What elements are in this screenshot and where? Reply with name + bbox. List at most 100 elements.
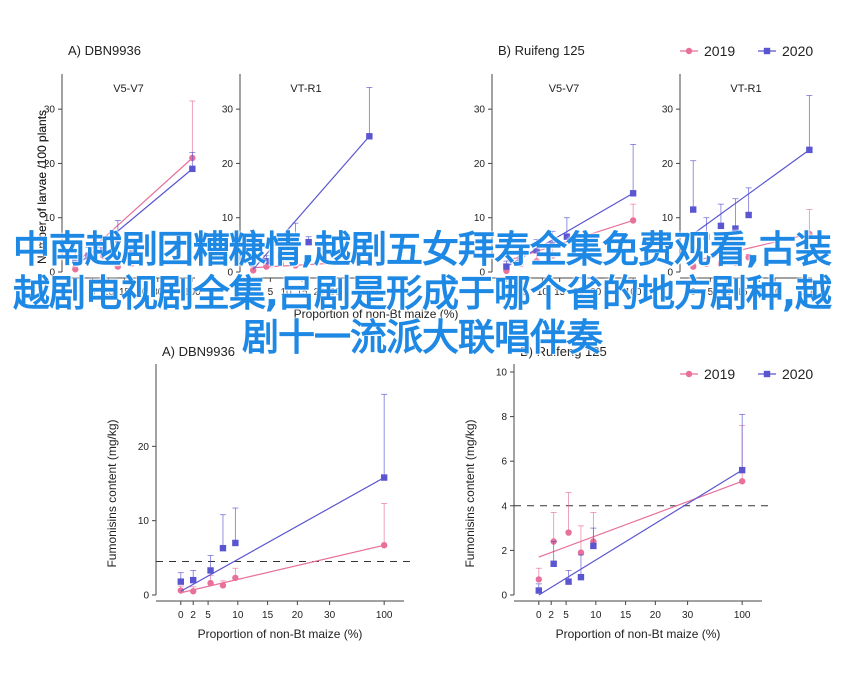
x-tick-label: 15 (262, 610, 274, 621)
data-point-2019 (806, 230, 813, 238)
data-point-2020 (366, 133, 373, 140)
x-tick-label: 0 (536, 610, 542, 621)
x-tick-label: 20 (754, 287, 766, 298)
data-point-2019 (690, 263, 697, 270)
data-point-2019 (577, 549, 585, 556)
panel-heading: A) DBN9936 (68, 43, 141, 58)
panel-subtitle: VT-R1 (730, 83, 761, 95)
data-point-2020 (806, 146, 813, 154)
x-tick-label: 100 (376, 610, 393, 621)
data-point-2020 (85, 252, 92, 259)
x-tick-label: 20 (573, 287, 585, 298)
legend-marker-2020 (763, 47, 771, 55)
y-axis-label: Number of larvae /100 plants (35, 110, 49, 264)
data-point-2019 (263, 263, 270, 270)
data-point-2020 (732, 225, 739, 232)
y-tick-label: 20 (138, 442, 150, 453)
data-point-2020 (745, 211, 752, 219)
data-point-2019 (114, 263, 122, 270)
x-tick-label: 100 (801, 287, 818, 298)
y-tick-label: 10 (222, 213, 234, 224)
y-tick-label: 0 (143, 591, 149, 602)
x-tick-label: 0 (73, 287, 79, 298)
y-tick-label: 20 (222, 159, 234, 170)
x-tick-label: 5 (708, 287, 714, 298)
data-point-2019 (517, 260, 524, 268)
data-point-2019 (100, 252, 107, 259)
fit-line-2020 (506, 192, 634, 268)
data-point-2019 (703, 260, 710, 268)
y-axis-label: Fumonisins content (mg/kg) (463, 419, 477, 567)
data-point-2019 (738, 478, 746, 485)
data-point-2020 (503, 263, 510, 270)
data-point-2019 (207, 579, 214, 587)
data-point-2019 (277, 260, 285, 268)
y-axis-label: Number of larvae /100 plants (35, 110, 49, 264)
data-point-2020 (127, 247, 135, 254)
fit-line-2020 (538, 469, 743, 596)
data-point-2019 (366, 257, 373, 265)
data-point-2020 (690, 206, 697, 213)
x-tick-label: 20 (314, 287, 326, 298)
x-tick-label: 30 (152, 287, 164, 298)
data-point-2020 (549, 241, 556, 249)
data-point-2019 (533, 257, 540, 265)
data-point-2019 (745, 254, 752, 261)
y-tick-label: 6 (501, 457, 507, 468)
y-tick-label: 4 (501, 501, 507, 512)
x-tick-label: 15 (736, 287, 748, 298)
x-tick-label: 30 (769, 287, 781, 298)
x-axis-label: Proportion of non-Bt maize (%) (556, 627, 721, 641)
fit-line-2019 (253, 260, 370, 269)
data-point-2020 (100, 247, 107, 254)
x-tick-label: 15 (296, 287, 308, 298)
data-point-2019 (127, 260, 135, 268)
x-tick-label: 30 (682, 610, 694, 621)
y-tick-label: 10 (44, 213, 56, 224)
data-point-2019 (549, 252, 556, 259)
data-point-2020 (563, 233, 571, 240)
x-axis-label: Proportion of non-Bt maize (%) (294, 307, 459, 321)
x-tick-label: 10 (103, 287, 115, 298)
x-tick-label: 100 (184, 287, 201, 298)
legend-label-2020: 2020 (782, 366, 813, 382)
x-tick-label: 15 (620, 610, 632, 621)
x-tick-label: 30 (329, 287, 341, 298)
data-point-2019 (190, 588, 197, 595)
y-tick-label: 8 (501, 412, 507, 423)
data-point-2019 (250, 267, 257, 274)
data-point-2020 (292, 233, 299, 240)
x-tick-label: 100 (734, 610, 751, 621)
y-tick-label: 30 (44, 105, 56, 116)
overlay-watermark-text: 中南越剧团糟糠情,越剧五女拜寿全集免费观看,古装越剧电视剧全集,吕剧是形成于哪个… (12, 228, 832, 359)
y-tick-label: 0 (49, 268, 55, 279)
data-point-2020 (517, 255, 524, 262)
data-point-2019 (629, 217, 637, 224)
x-tick-label: 2 (548, 610, 554, 621)
x-tick-label: 2 (190, 610, 196, 621)
data-point-2019 (177, 587, 184, 594)
data-point-2020 (380, 474, 388, 481)
y-tick-label: 10 (138, 516, 150, 527)
x-tick-label: 20 (136, 287, 148, 298)
data-point-2019 (219, 582, 227, 589)
x-tick-label: 5 (563, 610, 569, 621)
x-tick-label: 0 (690, 287, 696, 298)
data-point-2020 (535, 587, 542, 594)
y-tick-label: 30 (474, 105, 486, 116)
x-tick-label: 30 (324, 610, 336, 621)
x-tick-label: 15 (554, 287, 566, 298)
legend-marker-2019 (685, 370, 693, 378)
y-tick-label: 10 (474, 213, 486, 224)
data-point-2020 (590, 542, 597, 550)
x-tick-label: 5 (268, 287, 274, 298)
data-point-2019 (380, 541, 388, 549)
data-point-2020 (717, 222, 725, 230)
x-tick-label: 30 (590, 287, 602, 298)
data-point-2020 (177, 578, 184, 585)
data-point-2020 (565, 578, 572, 585)
y-tick-label: 10 (496, 368, 508, 379)
legend-label-2019: 2019 (704, 43, 735, 59)
y-tick-label: 30 (222, 105, 234, 116)
data-point-2020 (219, 544, 227, 552)
